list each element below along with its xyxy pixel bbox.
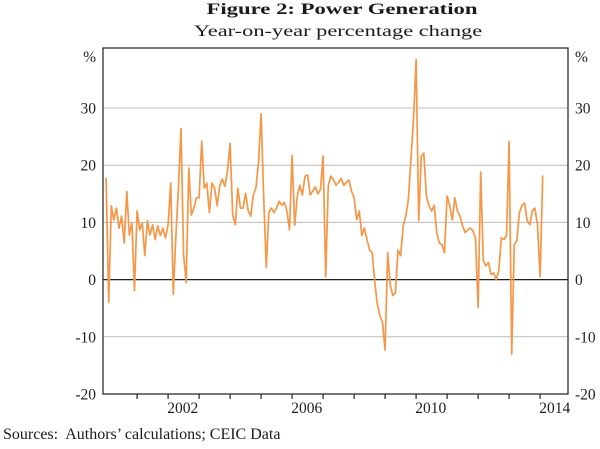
y-tick-label-right-10: 10 [575,215,591,232]
x-tick-label-2006: 2006 [291,400,322,417]
unit-label-left: % [83,49,96,66]
y-tick-label-left-20: 20 [81,158,97,175]
y-tick-label-left-10: 10 [81,215,97,232]
y-tick-label-right--10: -10 [575,329,596,346]
plot-border [102,47,569,395]
y-tick-label-right-0: 0 [575,272,583,289]
source-note: Sources: Authors’ calculations; CEIC Dat… [3,426,281,443]
y-tick-label-left-0: 0 [88,272,96,289]
x-tick-label-2002: 2002 [167,400,198,417]
unit-label-right: % [575,49,588,66]
y-tick-label-left--10: -10 [75,329,96,346]
y-tick-label-right-20: 20 [575,158,591,175]
y-tick-label-left--20: -20 [75,387,96,404]
page-title: Figure 2: Power Generation [206,1,478,18]
x-tick-label-2010: 2010 [415,400,446,417]
x-tick-label-2014: 2014 [539,400,570,417]
y-tick-label-left-30: 30 [81,101,97,118]
y-tick-label-right--20: -20 [575,387,596,404]
page-subtitle: Year-on-year percentage change [193,23,483,40]
series-power-generation [105,58,544,355]
y-tick-label-right-30: 30 [575,101,591,118]
